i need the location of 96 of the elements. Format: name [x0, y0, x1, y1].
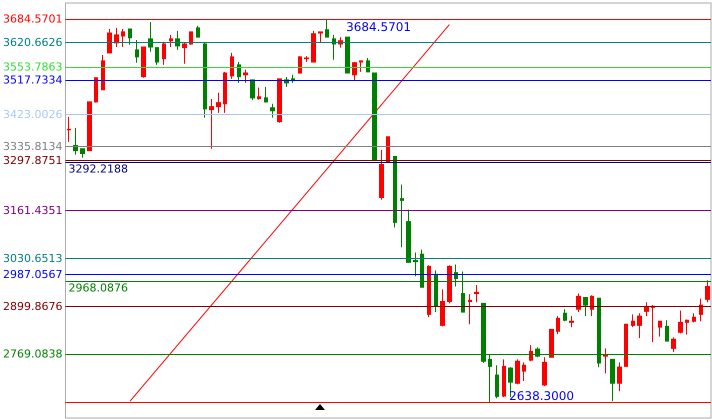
candlestick [549, 328, 554, 358]
candlestick [141, 46, 146, 78]
y-tick-label: 3335.8134 [2, 140, 62, 154]
candlestick [257, 87, 261, 100]
candlestick [413, 252, 418, 277]
candlestick [230, 52, 234, 80]
candlestick [447, 264, 452, 304]
candlestick [705, 280, 710, 303]
candlestick [637, 312, 642, 339]
candlestick [304, 56, 309, 62]
y-tick-label: 3684.5701 [2, 12, 62, 26]
candlestick [685, 318, 689, 335]
candlestick [427, 264, 431, 318]
candlestick [67, 116, 71, 142]
y-tick-label: 3553.7863 [2, 60, 62, 74]
candlestick [216, 92, 221, 114]
candlestick [162, 41, 166, 66]
ref-line-label: 3292.2188 [68, 162, 128, 176]
y-tick-label: 2899.8676 [2, 300, 62, 313]
candlestick [175, 30, 180, 50]
candlestick [270, 103, 275, 118]
candlestick [379, 149, 384, 200]
candlestick [651, 304, 655, 343]
candlestick [542, 356, 547, 387]
candlestick [298, 56, 302, 74]
candlestick [87, 101, 92, 152]
candlestick [209, 98, 214, 150]
y-tick-label: 3423.0026 [2, 108, 62, 122]
candlestick [522, 362, 526, 382]
annotation: 3684.5701 [346, 20, 411, 34]
candlestick [169, 34, 173, 48]
candlestick [515, 358, 520, 385]
y-tick-label: 3517.7334 [2, 74, 62, 87]
candlestick [474, 284, 479, 303]
candlestick [101, 54, 105, 90]
y-tick-label: 3620.6626 [2, 36, 62, 49]
candlestick [243, 69, 248, 84]
candlestick [468, 294, 472, 325]
candlestick [135, 39, 139, 64]
candlestick [603, 348, 608, 374]
candlestick [352, 61, 357, 82]
candlestick [569, 316, 574, 328]
candlestick [583, 296, 588, 317]
candlestick [366, 57, 370, 72]
candlestick [345, 36, 350, 74]
candlestick [107, 28, 112, 54]
candlestick [400, 184, 404, 248]
y-tick-label: 3297.8751 [2, 154, 62, 168]
candlestick [94, 77, 98, 104]
y-tick-label: 3030.6513 [2, 252, 62, 265]
candlestick [359, 60, 363, 72]
candlestick [325, 18, 329, 38]
candlestick [665, 320, 669, 342]
candlestick [556, 316, 560, 335]
candlestick [148, 22, 153, 52]
candlestick [692, 312, 696, 323]
candlestick [114, 27, 119, 48]
candlestick [624, 324, 628, 367]
y-tick-label: 3161.4351 [2, 204, 62, 218]
candlestick [128, 28, 132, 46]
candlestick [196, 25, 200, 38]
candlestick [237, 61, 241, 84]
candlestick [189, 31, 193, 46]
candlestick [332, 34, 336, 60]
candlestick [372, 72, 377, 161]
candlestick [311, 30, 316, 64]
candlestick [393, 156, 397, 228]
candlestick [590, 294, 594, 317]
candlestick [699, 298, 703, 322]
candlestick [203, 42, 207, 118]
candlestick [563, 308, 567, 322]
candlestick [318, 31, 323, 44]
candlestick [182, 42, 187, 64]
candlestick [644, 302, 649, 317]
candlestick [678, 310, 683, 334]
candlestick [658, 320, 662, 338]
candlestick [631, 314, 635, 328]
candlestick [671, 336, 676, 353]
candlestick [264, 86, 268, 104]
y-tick-label: 2769.0838 [2, 348, 62, 361]
candlestick [223, 71, 227, 114]
candlestick [73, 127, 78, 156]
candlestick [250, 79, 255, 101]
candlestick [617, 362, 622, 392]
candlestick [121, 28, 125, 48]
candlestick [406, 209, 411, 263]
candlestick [495, 364, 499, 399]
y-tick-label: 2987.0567 [2, 268, 62, 281]
candlestick [80, 148, 85, 158]
annotation: 2638.3000 [509, 389, 574, 404]
candlestick [610, 358, 615, 402]
ref-line-label: 2968.0876 [68, 281, 128, 294]
candlestick [277, 78, 282, 124]
candlestick [155, 47, 159, 66]
candlestick [440, 288, 445, 327]
candlestick [502, 358, 506, 398]
